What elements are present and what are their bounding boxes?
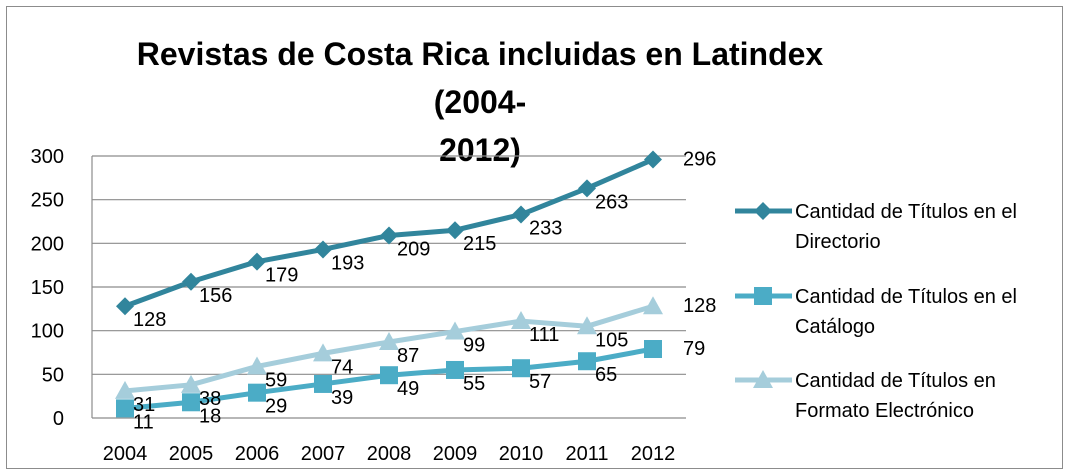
data-label: 128 (683, 295, 716, 317)
x-tick-label: 2009 (433, 443, 478, 465)
data-label: 29 (265, 396, 287, 418)
data-point (578, 179, 596, 198)
data-point (314, 240, 332, 259)
data-point (247, 356, 267, 375)
data-label: 296 (683, 148, 716, 170)
x-tick-label: 2007 (301, 443, 346, 465)
data-point (643, 296, 663, 315)
data-point (512, 359, 530, 378)
data-point (445, 321, 465, 340)
data-point (644, 340, 662, 359)
data-point (446, 360, 464, 379)
data-label: 233 (529, 218, 562, 240)
legend-label: Catálogo (795, 316, 875, 338)
x-tick-label: 2005 (169, 443, 214, 465)
y-tick-label: 200 (31, 233, 64, 255)
legend-label: Formato Electrónico (795, 400, 974, 422)
data-point (248, 383, 266, 402)
legend-label: Cantidad de Títulos en (795, 370, 996, 392)
chart-title-line-2: 2012) (439, 132, 521, 168)
data-point (578, 352, 596, 371)
data-label: 111 (529, 324, 559, 346)
x-tick-label: 2008 (367, 443, 412, 465)
data-point (115, 380, 135, 399)
data-label: 99 (463, 335, 485, 357)
y-tick-label: 0 (53, 408, 64, 430)
legend-label: Cantidad de Títulos en el (795, 201, 1017, 223)
x-tick-label: 2012 (631, 443, 676, 465)
data-point (116, 399, 134, 418)
legend-marker (754, 287, 772, 305)
chart-title: Revistas de Costa Rica incluidas en Lati… (100, 30, 860, 174)
data-point (380, 366, 398, 385)
x-tick-label: 2006 (235, 443, 280, 465)
data-label: 128 (133, 309, 166, 331)
data-point (512, 205, 530, 224)
data-label: 31 (133, 394, 155, 416)
data-point (511, 311, 531, 330)
data-label: 79 (683, 338, 705, 360)
data-point (446, 221, 464, 240)
data-label: 39 (331, 387, 353, 409)
data-point (313, 343, 333, 362)
legend-marker (754, 202, 772, 220)
y-tick-label: 150 (31, 277, 64, 299)
x-tick-label: 2010 (499, 443, 544, 465)
legend-label: Cantidad de Títulos en el (795, 286, 1017, 308)
data-label: 38 (199, 388, 221, 410)
data-point (116, 297, 134, 316)
data-label: 49 (397, 378, 419, 400)
data-point (314, 374, 332, 393)
y-tick-label: 300 (31, 146, 64, 168)
data-point (181, 374, 201, 393)
data-point (577, 316, 597, 335)
data-label: 65 (595, 364, 617, 386)
y-tick-label: 50 (42, 364, 64, 386)
data-point (644, 150, 662, 169)
data-label: 57 (529, 371, 551, 393)
data-point (182, 393, 200, 412)
data-label: 179 (265, 265, 298, 287)
data-label: 105 (595, 329, 628, 351)
data-label: 156 (199, 285, 232, 307)
data-label: 55 (463, 373, 485, 395)
data-label: 263 (595, 191, 628, 213)
y-tick-label: 100 (31, 321, 64, 343)
data-label: 74 (331, 356, 353, 378)
data-label: 11 (133, 411, 154, 433)
data-label: 18 (199, 405, 221, 427)
data-point (248, 252, 266, 271)
data-label: 209 (397, 238, 430, 260)
data-point (380, 226, 398, 245)
legend-marker (753, 370, 773, 388)
y-tick-label: 250 (31, 190, 64, 212)
data-label: 59 (265, 369, 287, 391)
data-label: 215 (463, 233, 496, 255)
chart-title-line-1: Revistas de Costa Rica incluidas en Lati… (136, 36, 824, 120)
legend-label: Directorio (795, 231, 881, 253)
data-point (379, 332, 399, 351)
x-tick-label: 2011 (565, 443, 608, 465)
data-point (182, 272, 200, 291)
data-label: 193 (331, 252, 364, 274)
data-label: 87 (397, 345, 419, 367)
x-tick-label: 2004 (103, 443, 148, 465)
